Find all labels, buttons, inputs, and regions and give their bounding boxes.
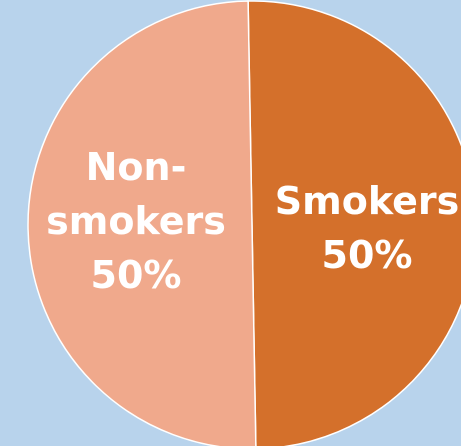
slice-label-percent: 50%	[90, 253, 182, 297]
slice-smokers	[247, 0, 461, 446]
slice-label-line: Smokers	[274, 179, 460, 223]
slice-label-percent: 50%	[321, 233, 413, 277]
slice-label-line: smokers	[46, 199, 226, 243]
slice-label-nonsmokers: Non- smokers 50%	[30, 140, 242, 302]
slice-label-line: Non-	[85, 145, 187, 189]
slice-label-smokers: Smokers 50%	[270, 174, 461, 282]
slice-nonsmokers	[27, 0, 257, 446]
